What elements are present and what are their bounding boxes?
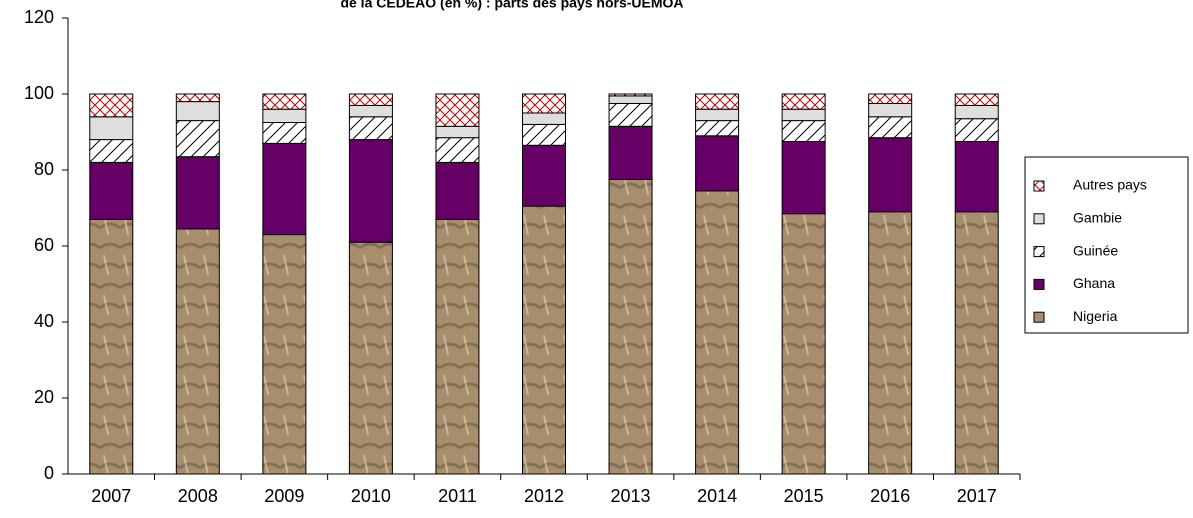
legend-swatch [1033,180,1045,192]
bar-segment [781,141,826,215]
bar-segment [175,228,220,475]
bar-segment [868,116,913,139]
bar-segment [348,116,393,141]
bar-segment [954,141,999,213]
bar-segment [175,156,220,230]
bar-segment [868,93,913,104]
bar-segment [522,93,566,114]
y-tick-label: 100 [24,83,54,103]
x-tick-label: 2009 [264,486,304,506]
bar-segment [781,108,826,122]
x-tick-label: 2008 [178,486,218,506]
bar-segment [781,93,826,110]
x-tick-label: 2014 [697,486,737,506]
x-tick-label: 2012 [524,486,564,506]
bar-segment [435,137,480,163]
bar-segment [695,190,740,475]
bar-segment [262,122,307,144]
bar-segment [695,120,740,137]
y-tick-label: 80 [34,159,54,179]
bar-segment [262,108,307,123]
bar-segment [954,118,999,142]
legend-label: Ghana [1073,275,1115,291]
x-tick-label: 2010 [351,486,391,506]
x-tick-label: 2015 [784,486,824,506]
bar-segment [781,213,826,475]
bar-segment [695,135,740,192]
legend-swatch [1033,213,1045,225]
y-tick-label: 40 [34,311,54,331]
y-tick-label: 0 [44,463,54,483]
bar-segment [522,144,566,207]
bar-segment [954,211,999,475]
bar-segment [868,137,913,213]
legend-label: Guinée [1073,242,1118,258]
bar-segment [522,123,566,146]
bar-segment [348,241,393,475]
chart-title: de la CEDEAO (en %) : parts des pays hor… [340,0,683,11]
bar-segment [608,95,653,105]
bar-segment [89,218,134,475]
bar-segment [608,103,653,127]
bar-segment [89,93,134,118]
legend-label: Gambie [1073,210,1122,226]
legend-swatch [1033,246,1045,258]
bar-segment [262,93,307,110]
bar-segment [435,161,480,220]
bar-segment [608,93,653,97]
x-tick-label: 2016 [870,486,910,506]
bar-segment [608,125,653,181]
legend-label: Nigeria [1073,308,1118,324]
x-tick-label: 2011 [438,486,477,506]
bar-segment [868,103,913,118]
bar-segment [262,142,307,236]
bar-segment [695,108,740,122]
bar-segment [868,211,913,475]
bar-segment [435,93,480,127]
bar-segment [954,104,999,120]
bar-segment [608,179,653,475]
legend-swatch [1033,311,1045,323]
legend-label: Autres pays [1073,177,1147,193]
x-tick-label: 2007 [91,486,131,506]
bar-segment [348,104,393,118]
bar-segment [435,218,480,475]
y-tick-label: 120 [24,7,54,27]
legend-swatch [1033,278,1045,290]
legend-box [1024,156,1189,334]
bar-segment [695,93,740,110]
bar-segment [781,120,826,142]
bar-segment [89,116,134,141]
y-tick-label: 20 [34,387,54,407]
bar-segment [262,234,307,475]
bar-segment [175,101,220,122]
bar-segment [175,120,220,158]
bar-segment [954,93,999,106]
bar-segment [89,161,134,220]
bar-segment [89,139,134,163]
bar-segment [348,139,393,243]
bar-segment [522,205,566,475]
y-tick-label: 60 [34,235,54,255]
bar-segment [175,93,220,103]
x-tick-label: 2013 [611,486,651,506]
x-tick-label: 2017 [957,486,997,506]
bar-segment [435,125,480,139]
bar-segment [522,112,566,125]
bar-segment [348,93,393,106]
